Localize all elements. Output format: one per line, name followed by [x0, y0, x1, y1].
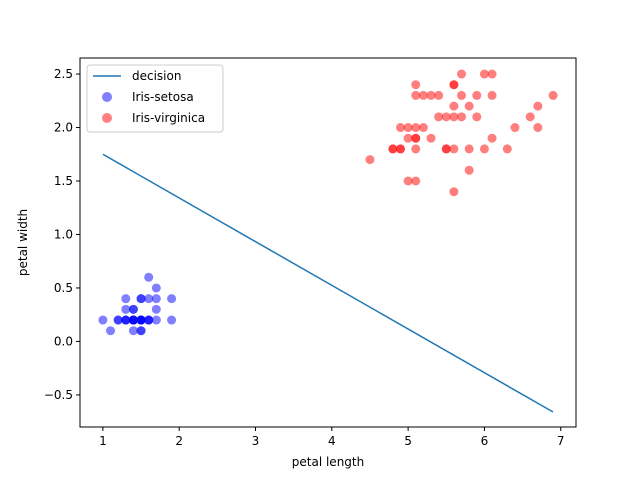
- data-point: [121, 315, 131, 325]
- x-tick-label: 5: [404, 434, 412, 448]
- data-point: [136, 294, 146, 304]
- data-point: [136, 326, 146, 336]
- legend-setosa-marker: [102, 92, 112, 102]
- data-point: [464, 101, 474, 111]
- data-point: [403, 133, 413, 143]
- data-point: [479, 144, 489, 154]
- data-point: [128, 315, 138, 325]
- y-tick-label: 2.5: [54, 67, 73, 81]
- data-point: [418, 123, 428, 133]
- data-point: [434, 112, 444, 122]
- data-point: [121, 304, 131, 314]
- legend-box: [86, 64, 224, 133]
- data-point: [472, 90, 482, 100]
- legend: decision Iris-setosa Iris-virginica: [86, 64, 224, 133]
- data-point: [441, 144, 451, 154]
- data-point: [449, 144, 459, 154]
- data-point: [365, 155, 375, 165]
- data-point: [151, 304, 161, 314]
- data-point: [395, 144, 405, 154]
- data-point: [151, 283, 161, 293]
- y-tick-label: 1.5: [54, 174, 73, 188]
- points-layer: [98, 69, 558, 336]
- decision-line: [102, 153, 554, 413]
- data-point: [113, 315, 123, 325]
- data-point: [411, 123, 421, 133]
- x-tick-label: 6: [481, 434, 489, 448]
- data-point: [144, 294, 154, 304]
- data-point: [136, 315, 146, 325]
- data-point: [449, 112, 459, 122]
- data-point: [403, 123, 413, 133]
- data-point: [449, 187, 459, 197]
- y-axis-label: petal width: [16, 209, 30, 276]
- data-point: [395, 123, 405, 133]
- data-point: [403, 176, 413, 186]
- decision-line-layer: [102, 153, 554, 413]
- y-tick-label: 0.0: [54, 334, 73, 348]
- data-point: [449, 80, 459, 90]
- data-point: [167, 294, 177, 304]
- data-point: [411, 144, 421, 154]
- y-axis-ticks: −0.5 0.0 0.5 1.0 1.5 2.0 2.5: [44, 67, 80, 402]
- y-tick-label: −0.5: [44, 388, 73, 402]
- legend-decision-label: decision: [132, 69, 181, 83]
- data-point: [418, 90, 428, 100]
- data-point: [411, 133, 421, 143]
- y-tick-label: 0.5: [54, 281, 73, 295]
- data-point: [144, 272, 154, 282]
- legend-setosa-label: Iris-setosa: [132, 90, 194, 104]
- data-point: [411, 90, 421, 100]
- x-tick-label: 2: [175, 434, 183, 448]
- data-point: [457, 90, 467, 100]
- x-tick-label: 1: [99, 434, 107, 448]
- data-point: [426, 90, 436, 100]
- x-axis-ticks: 1 2 3 4 5 6 7: [99, 427, 565, 448]
- x-tick-label: 4: [328, 434, 336, 448]
- data-point: [411, 80, 421, 90]
- series-setosa: [98, 272, 177, 336]
- data-point: [434, 90, 444, 100]
- data-point: [548, 90, 558, 100]
- y-tick-label: 1.0: [54, 227, 73, 241]
- data-point: [457, 69, 467, 79]
- data-point: [464, 144, 474, 154]
- data-point: [411, 176, 421, 186]
- x-tick-label: 7: [557, 434, 565, 448]
- axes-frame: [79, 57, 577, 428]
- data-point: [128, 326, 138, 336]
- data-point: [487, 69, 497, 79]
- data-point: [388, 144, 398, 154]
- data-point: [98, 315, 108, 325]
- data-point: [441, 112, 451, 122]
- data-point: [502, 144, 512, 154]
- data-point: [151, 315, 161, 325]
- y-tick-label: 2.0: [54, 121, 73, 135]
- data-point: [167, 315, 177, 325]
- data-point: [479, 69, 489, 79]
- data-point: [121, 294, 131, 304]
- data-point: [426, 133, 436, 143]
- data-point: [464, 165, 474, 175]
- data-point: [510, 123, 520, 133]
- x-axis-label: petal length: [292, 455, 364, 469]
- legend-virginica-label: Iris-virginica: [132, 111, 205, 125]
- data-point: [457, 112, 467, 122]
- legend-virginica-marker: [102, 113, 112, 123]
- data-point: [449, 101, 459, 111]
- data-point: [525, 112, 535, 122]
- data-point: [151, 294, 161, 304]
- data-point: [472, 112, 482, 122]
- data-point: [144, 315, 154, 325]
- data-point: [487, 133, 497, 143]
- data-point: [106, 326, 116, 336]
- data-point: [533, 123, 543, 133]
- data-point: [533, 101, 543, 111]
- series-virginica: [365, 69, 558, 197]
- x-tick-label: 3: [252, 434, 260, 448]
- data-point: [128, 304, 138, 314]
- data-point: [487, 90, 497, 100]
